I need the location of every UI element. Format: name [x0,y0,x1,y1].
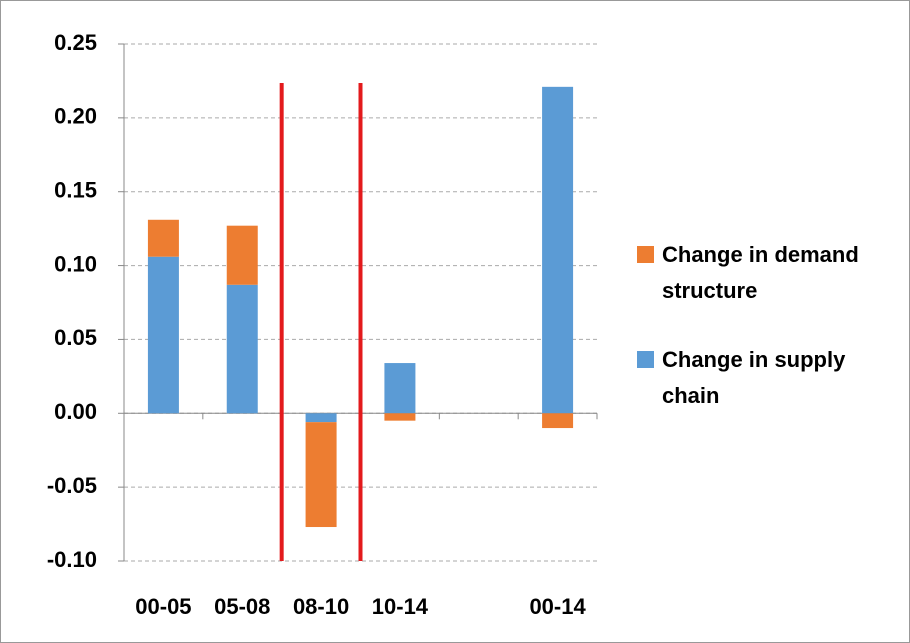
legend-swatch [637,351,654,368]
bar-segment [384,363,416,414]
x-tick-label: 00-05 [135,594,191,619]
bar-segment [305,422,337,528]
y-tick-label: 0.05 [54,325,97,350]
bar-segment [226,284,258,414]
bar-segment [542,86,574,414]
y-tick-label: 0.20 [54,104,97,129]
x-tick-label: 05-08 [214,594,270,619]
legend-item: Change in demand structure [637,237,887,309]
legend-swatch [637,246,654,263]
y-tick-label: 0.00 [54,399,97,424]
bar-segment [147,219,179,257]
x-tick-label: 00-14 [529,594,586,619]
bar-segment [542,413,574,429]
x-tick-label: 08-10 [293,594,349,619]
bar-segment [226,225,258,285]
y-tick-label: 0.10 [54,251,97,276]
bar-segment [305,413,337,423]
legend-label: Change in supply chain [662,347,846,408]
legend-item: Change in supply chain [637,342,887,414]
legend-label: Change in demand structure [662,242,859,303]
y-tick-label: 0.25 [54,30,97,55]
y-tick-label: 0.15 [54,178,97,203]
y-tick-label: -0.10 [47,547,97,572]
bar-segment [384,413,416,421]
bar-segment [147,256,179,414]
y-tick-label: -0.05 [47,473,97,498]
x-tick-label: 10-14 [372,594,429,619]
